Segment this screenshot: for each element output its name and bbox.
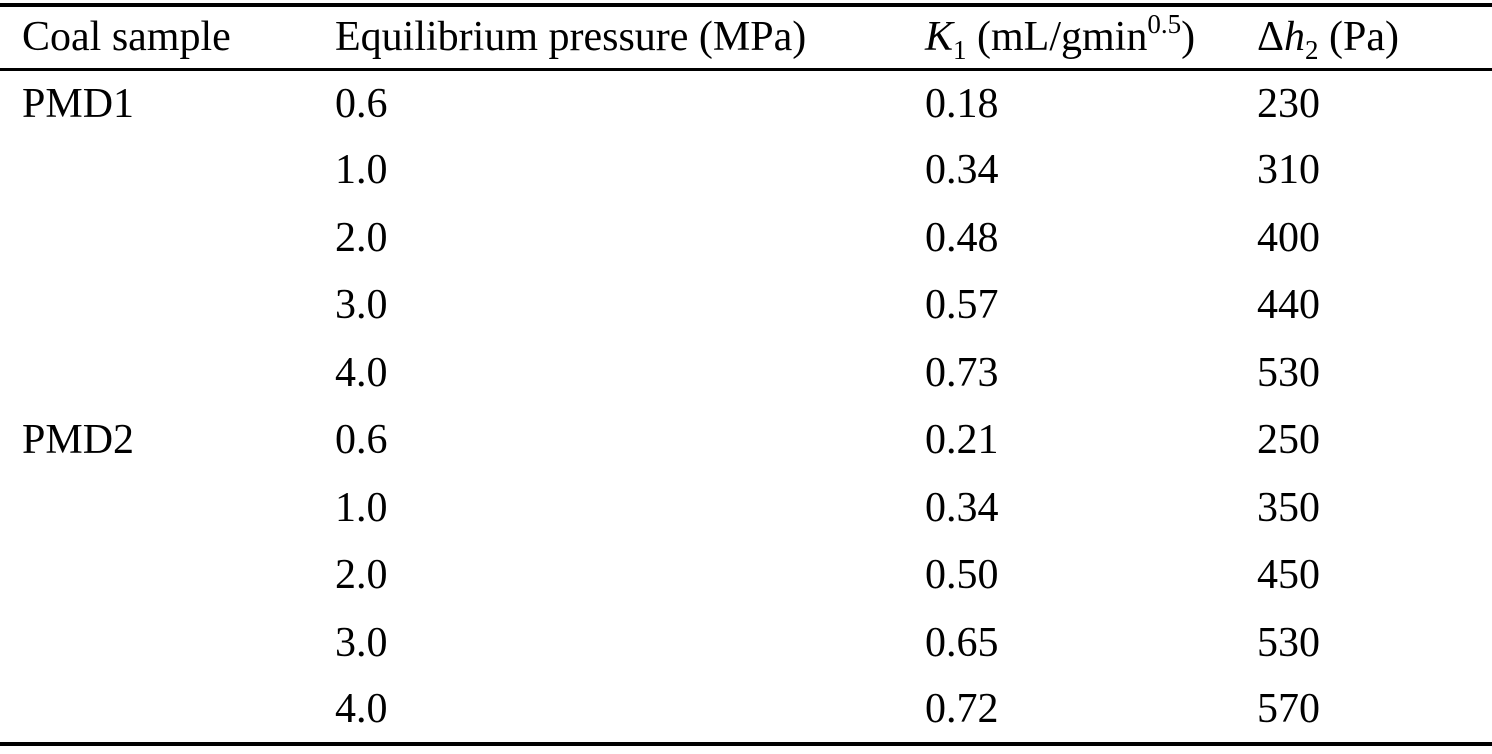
- cell-coal-sample: PMD1: [22, 80, 135, 127]
- cell-coal-sample: [0, 272, 335, 340]
- k1-symbol: K: [925, 14, 954, 61]
- cell-pressure: 1.0: [335, 147, 388, 194]
- k1-unit-prefix: (mL/gmin: [966, 14, 1148, 61]
- cell-coal-sample: [0, 609, 335, 677]
- cell-k1: 0.57: [925, 282, 999, 329]
- dh2-subscript: 2: [1305, 35, 1319, 66]
- paper-table-page: { "page": { "background_color": "#ffffff…: [0, 3, 1492, 754]
- cell-k1: 0.50: [925, 552, 999, 599]
- cell-dh2: 440: [1257, 282, 1320, 329]
- column-header-k1: K1 (mL/gmin0.5): [925, 5, 1257, 69]
- delta-symbol: Δ: [1257, 14, 1285, 61]
- table-row: 2.0 0.48 400: [0, 204, 1492, 272]
- column-header-pressure: Equilibrium pressure (MPa): [335, 14, 807, 61]
- cell-coal-sample: [0, 339, 335, 407]
- cell-coal-sample: [0, 677, 335, 745]
- cell-k1: 0.48: [925, 214, 999, 261]
- cell-pressure: 2.0: [335, 214, 388, 261]
- header-row: Coal sample Equilibrium pressure (MPa) K…: [0, 5, 1492, 69]
- cell-pressure: 1.0: [335, 484, 388, 531]
- table-row: 3.0 0.65 530: [0, 609, 1492, 677]
- cell-pressure: 0.6: [335, 80, 388, 127]
- cell-dh2: 450: [1257, 552, 1320, 599]
- table-row: 1.0 0.34 310: [0, 137, 1492, 205]
- cell-k1: 0.18: [925, 80, 999, 127]
- k1-superscript: 0.5: [1147, 9, 1182, 40]
- column-header-dh2: Δh2 (Pa): [1257, 5, 1492, 69]
- table-body: PMD1 0.6 0.18 230 1.0 0.34 310 2.0 0.48 …: [0, 69, 1492, 744]
- cell-k1: 0.73: [925, 349, 999, 396]
- cell-k1: 0.72: [925, 686, 999, 733]
- cell-pressure: 4.0: [335, 686, 388, 733]
- cell-pressure: 3.0: [335, 282, 388, 329]
- cell-dh2: 570: [1257, 686, 1320, 733]
- cell-coal-sample: [0, 137, 335, 205]
- table-row: 3.0 0.57 440: [0, 272, 1492, 340]
- table-row: PMD1 0.6 0.18 230: [0, 69, 1492, 137]
- cell-pressure: 0.6: [335, 417, 388, 464]
- cell-dh2: 530: [1257, 619, 1320, 666]
- cell-dh2: 350: [1257, 484, 1320, 531]
- dh2-unit: (Pa): [1318, 14, 1399, 61]
- cell-dh2: 310: [1257, 147, 1320, 194]
- h-symbol: h: [1284, 14, 1306, 61]
- cell-k1: 0.34: [925, 484, 999, 531]
- cell-dh2: 250: [1257, 417, 1320, 464]
- cell-coal-sample: [0, 542, 335, 610]
- table-row: PMD2 0.6 0.21 250: [0, 407, 1492, 475]
- table-row: 4.0 0.72 570: [0, 677, 1492, 745]
- column-header-coal-sample: Coal sample: [22, 14, 231, 61]
- cell-dh2: 230: [1257, 80, 1320, 127]
- table-header: Coal sample Equilibrium pressure (MPa) K…: [0, 5, 1492, 69]
- cell-dh2: 530: [1257, 349, 1320, 396]
- table-row: 1.0 0.34 350: [0, 474, 1492, 542]
- cell-k1: 0.65: [925, 619, 999, 666]
- cell-coal-sample: [0, 204, 335, 272]
- table-row: 4.0 0.73 530: [0, 339, 1492, 407]
- k1-subscript: 1: [953, 35, 967, 66]
- cell-coal-sample: [0, 474, 335, 542]
- cell-k1: 0.34: [925, 147, 999, 194]
- cell-pressure: 2.0: [335, 552, 388, 599]
- cell-k1: 0.21: [925, 417, 999, 464]
- cell-dh2: 400: [1257, 214, 1320, 261]
- k1-unit-suffix: ): [1181, 14, 1196, 61]
- data-table: Coal sample Equilibrium pressure (MPa) K…: [0, 3, 1492, 746]
- cell-pressure: 4.0: [335, 349, 388, 396]
- table-row: 2.0 0.50 450: [0, 542, 1492, 610]
- cell-coal-sample: PMD2: [22, 417, 135, 464]
- cell-pressure: 3.0: [335, 619, 388, 666]
